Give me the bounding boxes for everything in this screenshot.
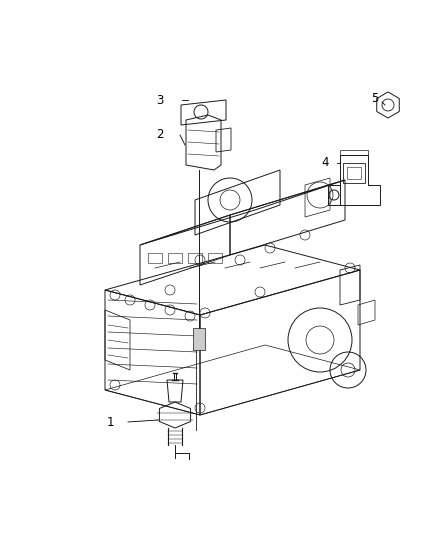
Bar xyxy=(208,253,222,263)
Bar xyxy=(188,253,202,263)
Text: 2: 2 xyxy=(156,128,164,141)
Text: 1: 1 xyxy=(106,416,114,429)
Text: 4: 4 xyxy=(321,157,329,169)
Text: 5: 5 xyxy=(371,92,379,104)
Text: 3: 3 xyxy=(156,93,164,107)
Bar xyxy=(148,253,162,263)
Polygon shape xyxy=(193,328,205,350)
Bar xyxy=(168,253,182,263)
Bar xyxy=(347,167,361,179)
Bar xyxy=(343,163,365,183)
